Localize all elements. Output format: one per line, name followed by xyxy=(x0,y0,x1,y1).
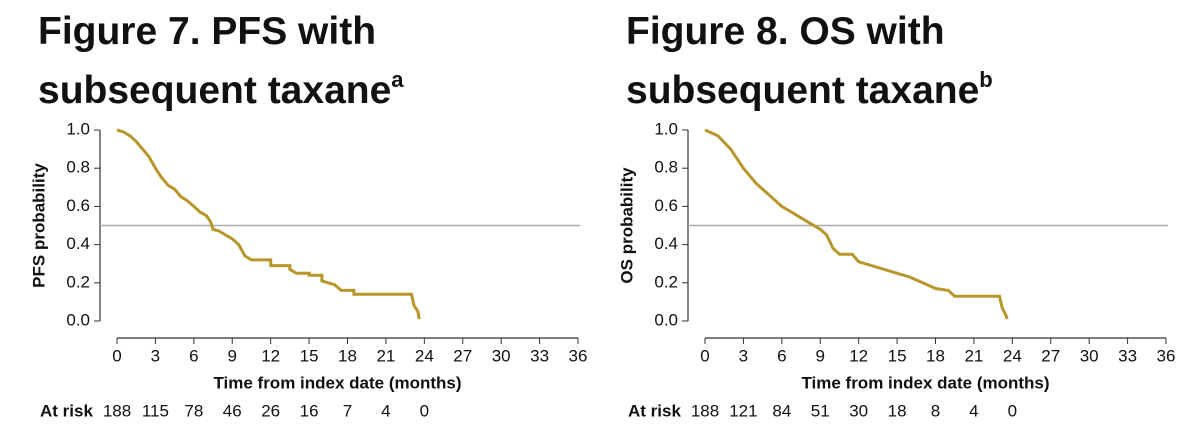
x-tick-label: 12 xyxy=(849,346,868,365)
x-tick-label: 36 xyxy=(569,346,588,365)
x-tick-label: 24 xyxy=(1003,346,1022,365)
at-risk-value: 115 xyxy=(142,401,169,420)
x-tick-label: 27 xyxy=(453,346,472,365)
x-tick-label: 6 xyxy=(189,346,198,365)
at-risk-value: 46 xyxy=(223,401,242,420)
y-tick-label: 1.0 xyxy=(654,119,678,138)
x-tick-label: 30 xyxy=(492,346,511,365)
x-tick-label: 21 xyxy=(964,346,983,365)
y-tick-label: 0.6 xyxy=(66,196,90,215)
at-risk-value: 4 xyxy=(969,401,978,420)
title-superscript: a xyxy=(391,67,404,92)
x-tick-label: 18 xyxy=(926,346,945,365)
y-tick-label: 0.2 xyxy=(66,272,90,291)
x-tick-label: 9 xyxy=(228,346,237,365)
y-tick-label: 0.4 xyxy=(66,234,90,253)
survival-curve xyxy=(116,128,421,320)
at-risk-value: 78 xyxy=(184,401,203,420)
chart-title: Figure 8. OS with subsequent taxaneb xyxy=(626,8,1046,115)
chart-title: Figure 7. PFS with subsequent taxanea xyxy=(38,8,458,115)
at-risk-value: 8 xyxy=(931,401,940,420)
survival-curve xyxy=(704,128,1009,320)
at-risk-value: 188 xyxy=(691,401,719,420)
x-axis-label: Time from index date (months) xyxy=(801,373,1049,392)
at-risk-value: 26 xyxy=(261,401,280,420)
at-risk-value: 16 xyxy=(300,401,319,420)
at-risk-value: 0 xyxy=(1008,401,1017,420)
y-tick-label: 0.8 xyxy=(654,158,678,177)
x-tick-label: 12 xyxy=(261,346,280,365)
at-risk-value: 18 xyxy=(888,401,907,420)
at-risk-value: 7 xyxy=(343,401,352,420)
at-risk-value: 188 xyxy=(103,401,131,420)
y-tick-label: 0.0 xyxy=(66,310,90,329)
x-tick-label: 24 xyxy=(415,346,434,365)
title-superscript: b xyxy=(979,67,993,92)
x-tick-label: 0 xyxy=(700,346,709,365)
at-risk-value: 0 xyxy=(420,401,429,420)
x-tick-label: 3 xyxy=(151,346,160,365)
at-risk-label: At risk xyxy=(40,401,93,420)
at-risk-value: 4 xyxy=(381,401,390,420)
title-text: Figure 8. OS with subsequent taxane xyxy=(626,10,980,112)
at-risk-value: 30 xyxy=(849,401,868,420)
y-tick-label: 0.0 xyxy=(654,310,678,329)
x-tick-label: 27 xyxy=(1041,346,1060,365)
y-axis-label: PFS probability xyxy=(29,163,48,288)
at-risk-value: 51 xyxy=(811,401,830,420)
at-risk-label: At risk xyxy=(628,401,681,420)
y-tick-label: 0.6 xyxy=(654,196,678,215)
y-tick-label: 1.0 xyxy=(66,119,90,138)
x-tick-label: 15 xyxy=(300,346,319,365)
x-tick-label: 3 xyxy=(739,346,748,365)
y-tick-label: 0.2 xyxy=(654,272,678,291)
x-tick-label: 30 xyxy=(1080,346,1099,365)
y-tick-label: 0.8 xyxy=(66,158,90,177)
x-tick-label: 0 xyxy=(112,346,121,365)
title-text: Figure 7. PFS with subsequent taxane xyxy=(38,10,392,112)
y-tick-label: 0.4 xyxy=(654,234,678,253)
x-tick-label: 33 xyxy=(1118,346,1137,365)
x-tick-label: 9 xyxy=(816,346,825,365)
x-tick-label: 6 xyxy=(777,346,786,365)
x-tick-label: 36 xyxy=(1157,346,1176,365)
x-tick-label: 21 xyxy=(376,346,395,365)
y-axis-label: OS probability xyxy=(617,167,636,284)
at-risk-value: 121 xyxy=(729,401,757,420)
x-axis-label: Time from index date (months) xyxy=(213,373,461,392)
x-tick-label: 33 xyxy=(530,346,549,365)
at-risk-value: 84 xyxy=(772,401,791,420)
x-tick-label: 18 xyxy=(338,346,357,365)
x-tick-label: 15 xyxy=(888,346,907,365)
